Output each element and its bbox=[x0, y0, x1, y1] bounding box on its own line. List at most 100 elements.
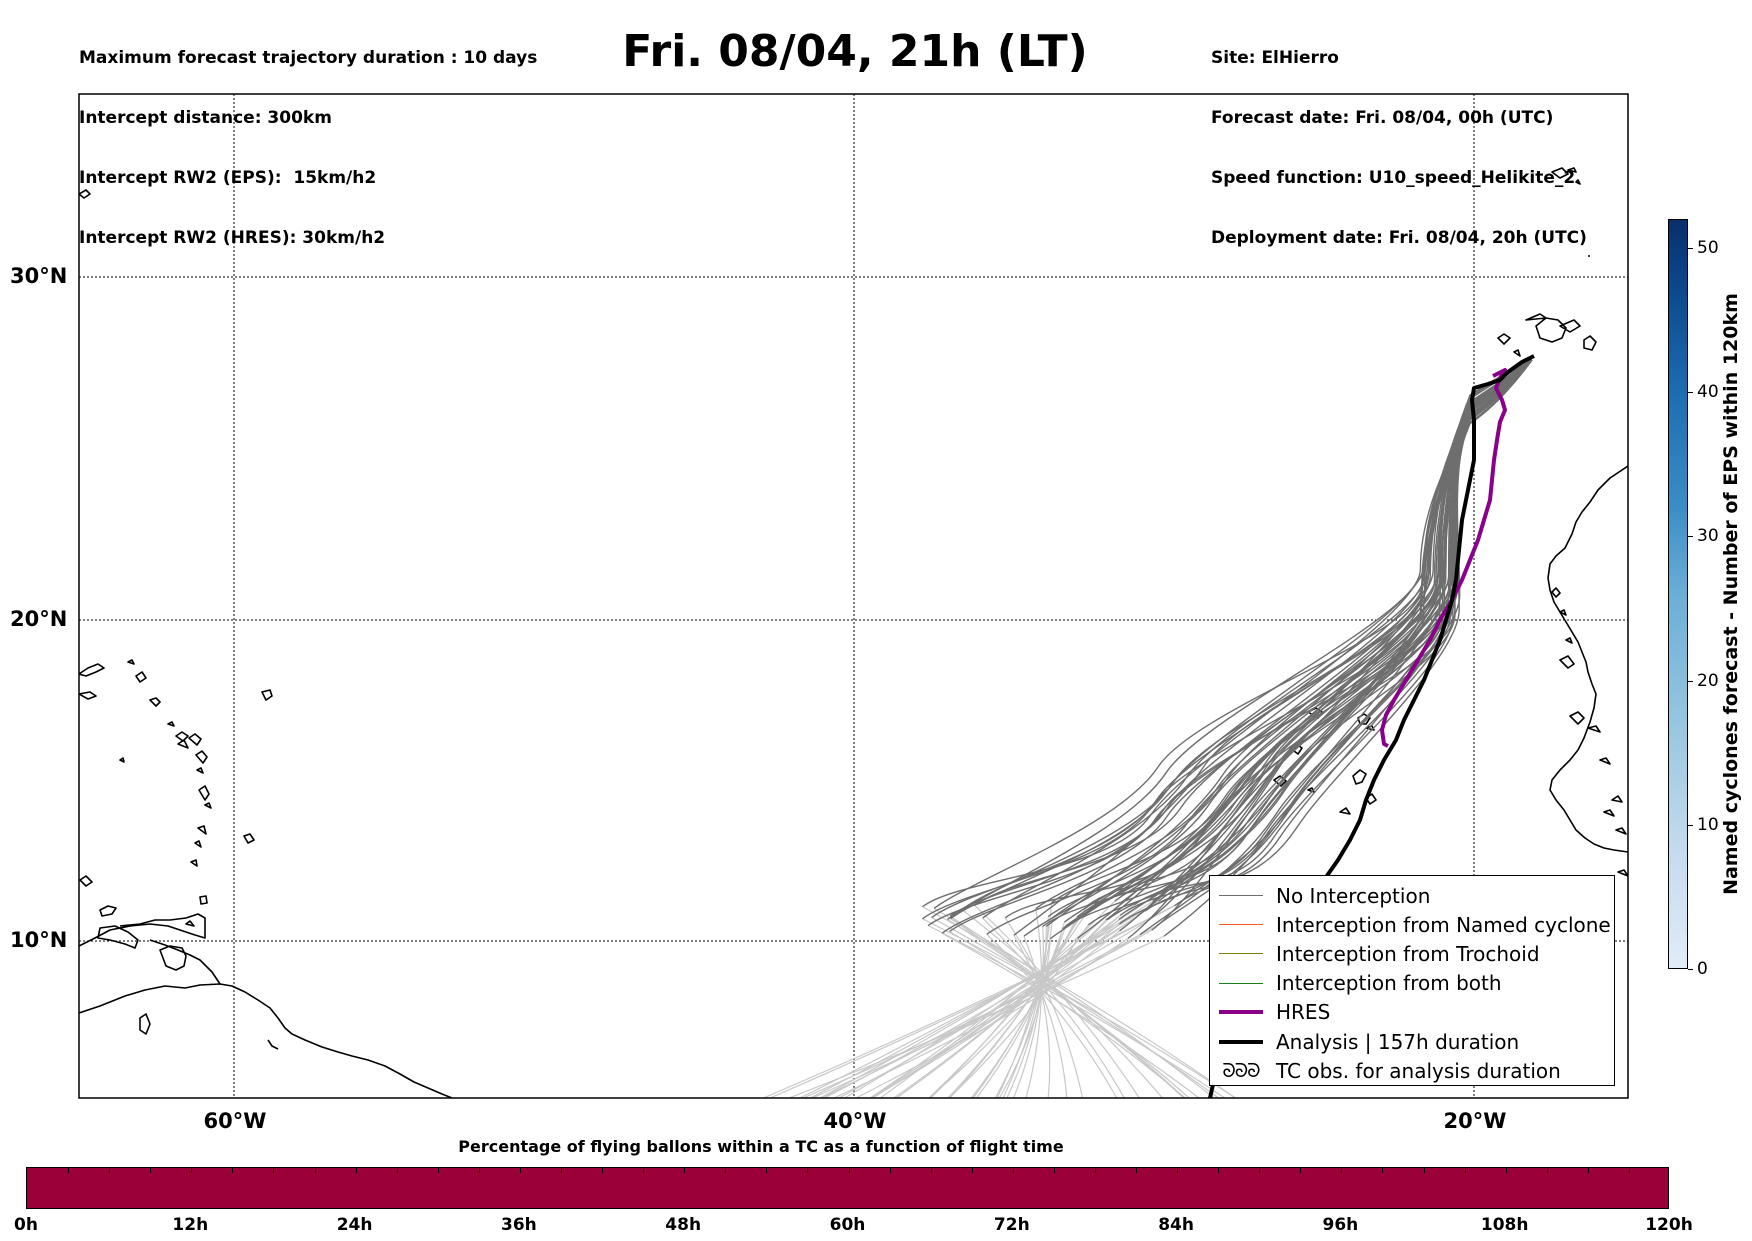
time-colorbar-divider bbox=[1423, 1168, 1425, 1173]
time-colorbar-divider bbox=[1094, 1168, 1096, 1173]
info-line: Intercept RW2 (HRES): 30km/h2 bbox=[79, 228, 386, 248]
time-colorbar-divider bbox=[848, 1168, 850, 1173]
time-colorbar-divider bbox=[930, 1168, 932, 1173]
eps-trajectory-tail bbox=[974, 904, 1140, 1098]
eps-trajectory-tail bbox=[949, 916, 1078, 1098]
eps-tick-mark bbox=[1688, 536, 1693, 538]
time-tick-label: 60h bbox=[829, 1215, 866, 1235]
time-colorbar-divider bbox=[68, 1168, 70, 1173]
time-colorbar-divider bbox=[560, 1168, 562, 1173]
eps-trajectory-tail bbox=[1023, 936, 1051, 1098]
eps-trajectory-tail bbox=[922, 906, 1236, 1098]
eps-trajectory-tail bbox=[950, 918, 1184, 1098]
lat-label-20n: 20°N bbox=[10, 607, 68, 631]
map-frame bbox=[78, 93, 1629, 1099]
eps-trajectory-tail bbox=[933, 907, 1215, 1098]
time-colorbar-divider bbox=[1546, 1168, 1548, 1173]
eps-tick-mark bbox=[1688, 392, 1693, 394]
info-line: Site: ElHierro bbox=[1211, 48, 1339, 68]
eps-tick-mark bbox=[1688, 824, 1693, 826]
map-legend: No Interception Interception from Named … bbox=[1209, 875, 1615, 1086]
time-tick-label: 0h bbox=[14, 1215, 38, 1235]
eps-trajectory-tail bbox=[927, 925, 1226, 1098]
eps-trajectory-tail bbox=[810, 900, 1154, 1098]
leeward-islands bbox=[79, 189, 273, 887]
time-colorbar-divider bbox=[1382, 1168, 1384, 1173]
time-colorbar-divider bbox=[602, 1168, 604, 1173]
eps-trajectory-tail bbox=[1004, 917, 1084, 1098]
eps-trajectory-tail bbox=[763, 903, 1179, 1098]
eps-trajectory-tail bbox=[1006, 926, 1047, 1098]
eps-trajectory-tail bbox=[819, 900, 1148, 1098]
faded-trajectories bbox=[763, 900, 1236, 1098]
eps-trajectory-tail bbox=[948, 937, 1079, 1098]
lon-label-20w: 20°W bbox=[1443, 1109, 1507, 1133]
info-line: Intercept distance: 300km bbox=[79, 108, 332, 128]
eps-colorbar bbox=[1668, 219, 1688, 969]
eps-trajectory-tail bbox=[893, 919, 1108, 1098]
time-colorbar-divider bbox=[1341, 1168, 1343, 1173]
time-tick-label: 12h bbox=[172, 1215, 209, 1235]
time-colorbar-divider bbox=[971, 1168, 973, 1173]
legend-swatch-analysis bbox=[1219, 1039, 1263, 1044]
lon-label-40w: 40°W bbox=[823, 1109, 887, 1133]
eps-trajectory bbox=[1087, 359, 1533, 926]
time-colorbar-divider bbox=[1053, 1168, 1055, 1173]
legend-swatch-no-interception bbox=[1219, 895, 1263, 897]
south-america-coast bbox=[79, 983, 453, 1098]
time-tick-label: 72h bbox=[993, 1215, 1030, 1235]
eps-trajectory bbox=[1119, 359, 1533, 925]
legend-label: Interception from Named cyclone bbox=[1276, 912, 1611, 937]
venezuela-coast bbox=[79, 913, 206, 947]
eps-trajectory bbox=[1105, 359, 1533, 921]
legend-label: Interception from both bbox=[1276, 971, 1502, 996]
eps-trajectory bbox=[933, 359, 1533, 909]
time-colorbar bbox=[26, 1167, 1669, 1209]
legend-item: Interception from Trochoid bbox=[1218, 939, 1614, 968]
eps-tick-mark bbox=[1688, 247, 1693, 249]
eps-trajectory bbox=[949, 359, 1533, 917]
time-tick-label: 36h bbox=[501, 1215, 537, 1235]
time-colorbar-divider bbox=[1464, 1168, 1466, 1173]
eps-trajectory-tail bbox=[788, 935, 1165, 1098]
eps-trajectory-tail bbox=[769, 905, 1175, 1098]
eps-trajectory-tail bbox=[928, 909, 1090, 1098]
info-line: Maximum forecast trajectory duration : 1… bbox=[79, 48, 538, 68]
eps-trajectory-tail bbox=[972, 921, 1066, 1098]
site-info: Site: ElHierro Forecast date: Fri. 08/04… bbox=[1211, 8, 1587, 268]
tc-symbol-icon: ᘐᘐᘐ bbox=[1222, 1059, 1260, 1082]
eps-trajectory-tail bbox=[855, 937, 1129, 1098]
time-colorbar-divider bbox=[355, 1168, 357, 1173]
time-colorbar-divider bbox=[1218, 1168, 1220, 1173]
info-line: Intercept RW2 (EPS): 15km/h2 bbox=[79, 168, 377, 188]
eps-tick-mark bbox=[1688, 680, 1693, 682]
time-colorbar-divider bbox=[1259, 1168, 1261, 1173]
legend-label: Interception from Trochoid bbox=[1276, 941, 1540, 966]
legend-item: HRES bbox=[1218, 998, 1614, 1027]
eps-trajectory-tail bbox=[931, 917, 1219, 1098]
eps-colorbar-label: Named cyclones forecast - Number of EPS … bbox=[1720, 293, 1742, 895]
eps-trajectory-tail bbox=[928, 924, 1089, 1098]
time-colorbar-divider bbox=[807, 1168, 809, 1173]
time-colorbar-divider bbox=[109, 1168, 111, 1173]
time-colorbar-divider bbox=[396, 1168, 398, 1173]
legend-item: ᘐᘐᘐ TC obs. for analysis duration bbox=[1218, 1056, 1614, 1085]
forecast-parameters: Maximum forecast trajectory duration : 1… bbox=[79, 8, 537, 268]
eps-trajectory-tail bbox=[941, 932, 1200, 1098]
time-tick-label: 120h bbox=[1645, 1215, 1693, 1235]
legend-swatch-both bbox=[1219, 982, 1263, 984]
time-colorbar-divider bbox=[643, 1168, 645, 1173]
eps-trajectory bbox=[947, 359, 1533, 920]
time-colorbar-divider bbox=[1012, 1168, 1014, 1173]
eps-trajectory bbox=[949, 359, 1533, 933]
eps-trajectory-tail bbox=[879, 900, 1116, 1098]
time-colorbar-divider bbox=[437, 1168, 439, 1173]
aruba-curacao bbox=[99, 905, 117, 917]
time-colorbar-divider bbox=[519, 1168, 521, 1173]
legend-label: No Interception bbox=[1276, 883, 1431, 908]
coastlines bbox=[79, 167, 1628, 1098]
eps-trajectory bbox=[1114, 359, 1533, 902]
eps-trajectory bbox=[1119, 359, 1533, 916]
legend-swatch-trochoid bbox=[1219, 953, 1263, 955]
